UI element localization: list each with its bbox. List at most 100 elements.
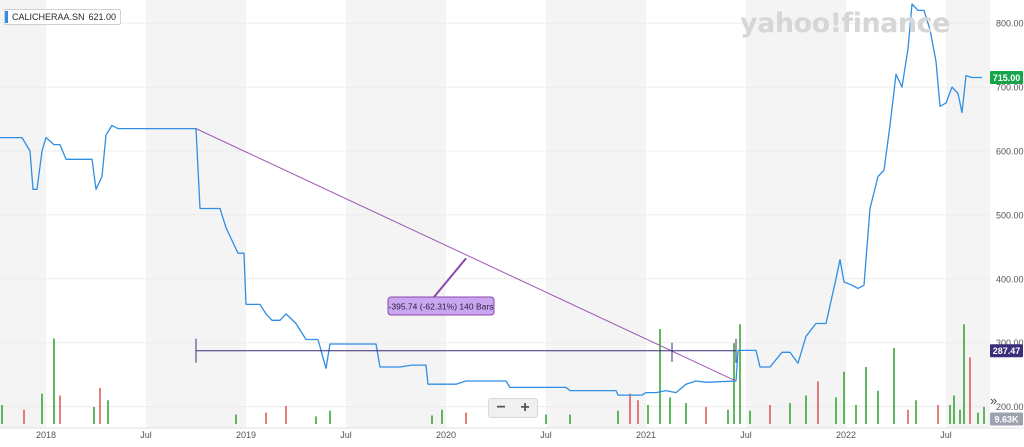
grid-band (546, 0, 646, 428)
x-tick-label: 2020 (436, 430, 456, 440)
volume-badge-bg (990, 412, 1023, 426)
grid-band (346, 0, 446, 428)
grid-band (146, 0, 246, 428)
volume-bar (739, 324, 741, 424)
zoom-in-button[interactable]: + (520, 399, 530, 416)
volume-bar (893, 348, 895, 424)
volume-bar (285, 405, 287, 424)
volume-bar (877, 390, 879, 424)
last-price-badge: 715.00 (990, 70, 1023, 84)
last-price-badge-bg (990, 70, 1023, 84)
volume-bar (705, 406, 707, 424)
expand-icon[interactable]: » (990, 393, 998, 408)
x-axis: 2018 Jul 2019 Jul 2020 Jul 2021 Jul 2022 Jul (0, 427, 1024, 440)
grid-band (746, 0, 846, 428)
ticker-symbol: CALICHERAA.SN (12, 12, 85, 22)
volume-bar (1, 405, 3, 424)
volume-bar (907, 409, 909, 424)
volume-badge-label: 9.63K (994, 415, 1019, 425)
volume-bar (937, 405, 939, 424)
zoom-out-button[interactable]: − (496, 399, 506, 416)
volume-bar (265, 412, 267, 424)
grid-band (946, 0, 990, 428)
volume-bar (59, 395, 61, 424)
y-axis: 200.00 300.00 400.00 500.00 600.00 700.00 800.… (996, 19, 1024, 412)
volume-bar (953, 395, 955, 424)
last-price-badge-label: 715.00 (993, 73, 1021, 83)
volume-bar (835, 397, 837, 424)
x-tick-label: Jul (540, 430, 552, 440)
volume-bar (669, 397, 671, 424)
y-tick-label: 500.00 (996, 210, 1024, 220)
callout-box (387, 296, 495, 316)
volume-bar (647, 405, 649, 424)
volume-bar (93, 406, 95, 424)
volume-bar (963, 324, 965, 424)
x-tick-label: Jul (940, 430, 952, 440)
volume-bar (685, 403, 687, 424)
volume-bars (1, 324, 985, 424)
volume-bar (53, 338, 55, 424)
price-line (0, 3, 982, 396)
volume-bar (99, 387, 101, 424)
volume-bar (733, 343, 735, 424)
volume-bar (41, 393, 43, 424)
volume-bar (637, 400, 639, 424)
x-tick-label: Jul (740, 430, 752, 440)
ticker-legend: CALICHERAA.SN 621.00 (4, 9, 122, 25)
volume-bar (629, 393, 631, 424)
grid-bands (0, 0, 990, 428)
volume-bar (727, 409, 729, 424)
volume-bar (465, 412, 467, 424)
volume-bar (659, 329, 661, 424)
volume-bar (441, 409, 443, 424)
volume-bar (949, 405, 951, 424)
volume-bar (969, 357, 971, 424)
x-tick-label: 2018 (36, 430, 56, 440)
crosshair-price-badge-label: 287.47 (993, 346, 1021, 356)
crosshair-price-badge: 287.47 (990, 344, 1023, 358)
volume-bar (431, 415, 433, 424)
grid-band (0, 0, 46, 428)
y-tick-label: 700.00 (996, 83, 1024, 93)
y-tick-label: 800.00 (996, 19, 1024, 29)
x-tick-label: Jul (140, 430, 152, 440)
callout-label: -395.74 (-62.31%) 140 Bars (389, 302, 494, 312)
volume-bar (805, 395, 807, 424)
y-tick-label: 600.00 (996, 146, 1024, 156)
volume-bar (23, 409, 25, 424)
volume-bar (545, 414, 547, 424)
ticker-value: 621.00 (88, 12, 117, 22)
zoom-controls: − + (488, 398, 538, 418)
volume-bar (769, 405, 771, 424)
yahoo-finance-watermark: yahoo!finance (740, 8, 950, 39)
x-tick-label: 2019 (236, 430, 256, 440)
x-tick-label: 2022 (836, 430, 856, 440)
series-color-swatch (5, 11, 8, 23)
y-gridlines (0, 22, 990, 408)
volume-bar (865, 367, 867, 424)
volume-bar (107, 400, 109, 424)
volume-bar (843, 371, 845, 424)
y-tick-label: 200.00 (996, 402, 1024, 412)
volume-bar (617, 410, 619, 424)
volume-bar (569, 414, 571, 424)
volume-bar (977, 412, 979, 424)
volume-bar (915, 400, 917, 424)
volume-bar (855, 405, 857, 424)
volume-bar (749, 410, 751, 424)
volume-bar (817, 381, 819, 424)
crosshair-price-badge-bg (990, 344, 1023, 358)
volume-bar (983, 406, 985, 424)
y-tick-label: 400.00 (996, 274, 1024, 284)
volume-bar (789, 403, 791, 424)
callout-pointer (433, 257, 467, 298)
volume-bar (235, 414, 237, 424)
trendline-drawing (195, 128, 737, 382)
y-tick-label: 300.00 (996, 338, 1024, 348)
volume-bar (329, 410, 331, 424)
x-tick-label: 2021 (636, 430, 656, 440)
x-tick-label: Jul (340, 430, 352, 440)
